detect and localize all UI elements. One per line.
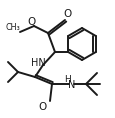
Text: O: O <box>28 17 36 27</box>
Text: H: H <box>64 74 71 84</box>
Text: N: N <box>68 80 75 90</box>
Text: CH₃: CH₃ <box>6 23 20 32</box>
Text: O: O <box>63 9 72 19</box>
Text: HN: HN <box>30 58 45 68</box>
Text: O: O <box>39 102 47 112</box>
